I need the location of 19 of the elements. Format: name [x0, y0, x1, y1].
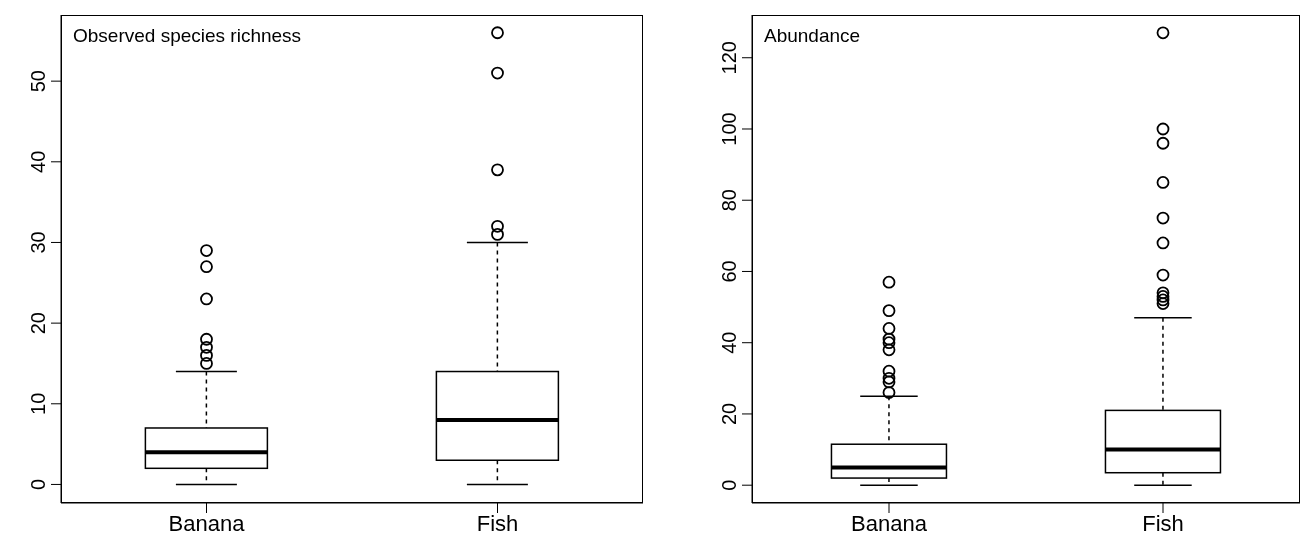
y-tick-label: 40 — [718, 331, 740, 354]
text: Abundance — [764, 25, 861, 47]
y-tick-label: 100 — [718, 112, 740, 146]
y-tick-label: 0 — [27, 478, 49, 491]
y-tick-label: 20 — [27, 312, 49, 335]
x-tick-label: Fish — [476, 510, 519, 536]
text: Observed species richness — [73, 25, 302, 47]
y-tick-label: 40 — [27, 150, 49, 173]
y-tick-label: 10 — [27, 392, 49, 415]
x-tick-label: Banana — [168, 510, 246, 536]
y-tick-label: 50 — [27, 70, 49, 93]
y-tick-label: 60 — [718, 260, 740, 283]
y-tick-label: 30 — [27, 231, 49, 254]
y-tick-label: 120 — [718, 41, 740, 75]
y-tick-label: 20 — [718, 402, 740, 426]
y-tick-label: 0 — [718, 479, 740, 491]
y-tick-label: 80 — [718, 189, 740, 212]
x-tick-label: Banana — [851, 510, 928, 536]
x-tick-label: Fish — [1142, 510, 1184, 536]
